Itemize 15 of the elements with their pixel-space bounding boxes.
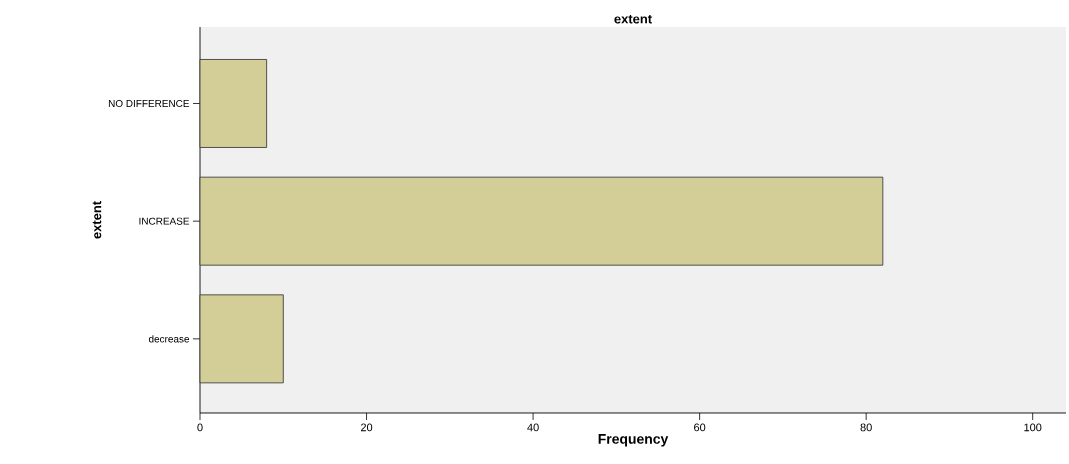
x-tick-label: 80 [860, 423, 872, 432]
x-tick-label: 100 [1024, 423, 1042, 432]
x-tick-label: 60 [694, 423, 706, 432]
bar [199, 176, 884, 266]
y-tick-label: NO DIFFERENCE [108, 99, 190, 108]
bar [199, 294, 284, 384]
x-tick-label: 20 [361, 423, 373, 432]
y-tick-label: decrease [148, 335, 190, 343]
x-tick-label: 40 [527, 423, 539, 432]
chart-title: extent [614, 14, 652, 24]
y-axis-title: extent [92, 201, 102, 239]
bar [199, 59, 268, 148]
x-axis-title: Frequency [598, 434, 669, 447]
x-tick-label: 0 [197, 423, 203, 432]
y-tick-label: INCREASE [139, 217, 190, 225]
